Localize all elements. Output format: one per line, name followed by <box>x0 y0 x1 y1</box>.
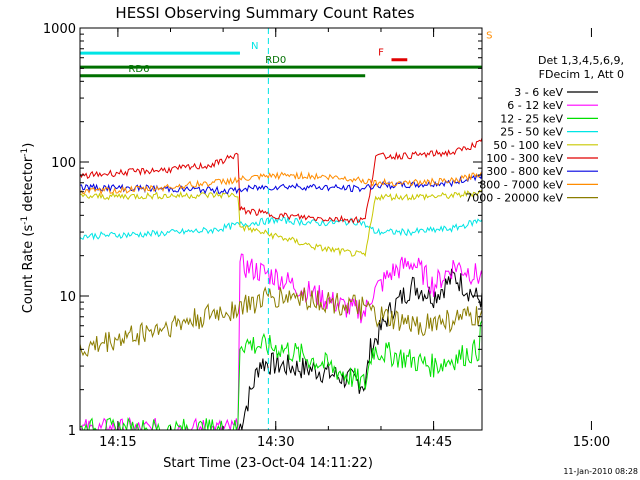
y-tick-label-0: 1 <box>68 424 76 439</box>
legend: Det 1,3,4,5,6,9, FDecim 1, Att 0 3 - 6 k… <box>465 54 624 205</box>
series-line-5 <box>80 136 482 224</box>
legend-label-6: 300 - 800 keV <box>486 165 563 178</box>
x-tick-label-1: 14:30 <box>257 435 294 450</box>
y-axis-label: Count Rate (s-1 detector-1) <box>20 143 36 314</box>
legend-label-0: 3 - 6 keV <box>514 86 563 99</box>
flag-label-2: F <box>378 48 384 59</box>
plot-frame <box>79 27 483 431</box>
legend-label-2: 12 - 25 keV <box>500 112 563 125</box>
series-line-1 <box>80 253 482 430</box>
timestamp: 11-Jan-2010 08:28 <box>563 467 638 476</box>
legend-header-line-2: FDecim 1, Att 0 <box>539 68 624 81</box>
flag-label-0: N <box>251 41 258 52</box>
series-line-6 <box>80 166 482 195</box>
y-tick-label-2: 100 <box>51 156 76 171</box>
legend-label-7: 800 - 7000 keV <box>479 178 563 191</box>
legend-label-4: 50 - 100 keV <box>493 139 563 152</box>
flag-label-1: S <box>486 30 492 41</box>
legend-header-line-1: Det 1,3,4,5,6,9, <box>538 54 624 67</box>
legend-label-3: 25 - 50 keV <box>500 126 563 139</box>
x-tick-label-0: 14:15 <box>99 435 136 450</box>
flag-label-3: RD0 <box>265 55 286 66</box>
series-line-3 <box>80 216 482 241</box>
x-tick-label-2: 14:45 <box>415 435 452 450</box>
series-line-8 <box>80 286 482 357</box>
legend-label-8: 7000 - 20000 keV <box>465 192 563 205</box>
y-tick-label-3: 1000 <box>43 22 76 37</box>
chart-title: HESSI Observing Summary Count Rates <box>115 4 414 22</box>
legend-label-5: 100 - 300 keV <box>486 152 563 165</box>
y-tick-label-1: 10 <box>59 290 76 305</box>
x-tick-label-3: 15:00 <box>573 435 610 450</box>
axes: 110100100014:1514:3014:4515:0015:1515:30… <box>43 22 610 450</box>
series-line-7 <box>80 170 482 197</box>
legend-label-1: 6 - 12 keV <box>507 99 563 112</box>
flag-label-4: RD6 <box>128 64 149 75</box>
plot-area: N S F RD0 RD6 <box>80 28 493 430</box>
series-line-2 <box>80 313 482 430</box>
series-line-4 <box>80 189 482 257</box>
x-axis-label: Start Time (23-Oct-04 14:11:22) <box>163 456 373 471</box>
